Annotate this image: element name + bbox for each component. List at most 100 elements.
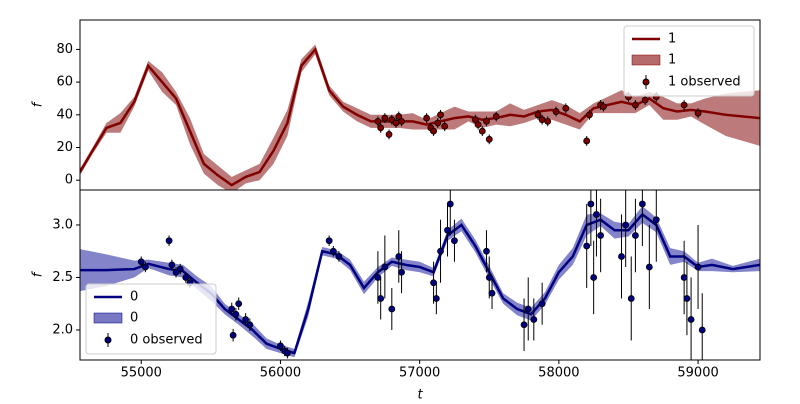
observed-point (377, 295, 385, 302)
observed-point (680, 274, 688, 281)
x-tick-label: 57000 (399, 366, 440, 381)
x-tick-label: 59000 (677, 366, 718, 381)
observed-point (552, 108, 560, 115)
observed-point (683, 295, 691, 302)
legend-patch (93, 312, 123, 324)
observed-point (632, 101, 639, 109)
observed-point (381, 263, 389, 271)
observed-point (587, 200, 595, 208)
legend-label: 1 observed (668, 75, 741, 90)
observed-point (137, 258, 145, 266)
observed-point (277, 342, 284, 350)
legend-label: 1 (668, 32, 676, 47)
y-axis-label: f (31, 270, 46, 277)
legend-box (85, 283, 217, 355)
confidence-band (80, 44, 760, 190)
y-axis-label: f (31, 100, 46, 107)
observed-point (483, 117, 490, 125)
y-tick-label: 3.0 (52, 217, 73, 232)
observed-point (395, 253, 403, 260)
observed-point (229, 331, 237, 339)
observed-point (242, 316, 250, 323)
observed-point (694, 263, 702, 271)
observed-point (680, 101, 688, 109)
observed-point (622, 221, 630, 229)
y-tick-label: 60 (56, 75, 73, 90)
legend-label: 0 observed (130, 333, 203, 348)
observed-point (632, 232, 639, 239)
observed-point (388, 305, 396, 313)
observed-point (381, 114, 389, 122)
observed-point (392, 119, 400, 127)
legend-patch (631, 54, 661, 66)
observed-point (530, 316, 538, 323)
observed-point (235, 300, 243, 308)
observed-point (583, 242, 591, 250)
observed-point (335, 253, 343, 260)
x-tick-label: 56000 (260, 366, 301, 381)
observed-point (444, 226, 451, 234)
observed-point (398, 268, 405, 276)
observed-point (474, 121, 482, 129)
observed-point (437, 111, 444, 119)
observed-point (451, 237, 458, 245)
observed-point (325, 237, 333, 245)
observed-point (182, 274, 190, 281)
observed-point (694, 109, 702, 117)
observed-point (599, 103, 607, 111)
observed-point (246, 321, 254, 329)
observed-point (168, 261, 176, 269)
observed-point (374, 274, 382, 281)
observed-point (586, 111, 593, 119)
x-tick-label: 58000 (538, 366, 579, 381)
x-tick-label: 55000 (121, 366, 162, 381)
observed-point (492, 113, 500, 120)
observed-point (583, 137, 591, 145)
observed-point (538, 300, 546, 308)
y-tick-label: 80 (56, 42, 73, 57)
observed-point (544, 117, 552, 125)
legend-label: 0 (130, 311, 138, 326)
observed-point (652, 216, 660, 224)
observed-point (641, 96, 649, 104)
observed-point (165, 237, 173, 245)
observed-point (485, 135, 493, 143)
observed-point (534, 111, 542, 119)
legend-label: 1 (668, 53, 676, 68)
y-tick-label: 2.0 (52, 322, 73, 337)
observed-point (488, 289, 496, 297)
observed-point (142, 263, 149, 271)
observed-point (483, 247, 490, 255)
observed-point (618, 253, 625, 260)
observed-point (423, 114, 431, 122)
observed-point (645, 263, 653, 271)
observed-point (385, 131, 393, 138)
observed-point (590, 274, 598, 281)
observed-point (593, 211, 600, 218)
observed-point (377, 124, 385, 132)
y-tick-label: 0 (65, 173, 73, 188)
observed-point (627, 295, 635, 302)
observed-point (432, 295, 440, 302)
observed-point (232, 310, 240, 318)
observed-point (520, 321, 528, 329)
observed-point (437, 247, 444, 255)
observed-point (687, 316, 695, 323)
plot-area (80, 190, 760, 360)
x-axis-label: t (417, 388, 423, 401)
observed-point (176, 265, 184, 273)
observed-point (538, 116, 546, 124)
plot-area (80, 44, 760, 190)
observed-point (430, 127, 437, 135)
observed-point (434, 119, 442, 127)
observed-point (398, 117, 405, 125)
observed-point (485, 274, 493, 281)
observed-point (329, 247, 337, 255)
observed-point (478, 127, 486, 135)
observed-point (597, 232, 605, 239)
observed-point (284, 349, 291, 357)
y-tick-label: 2.5 (52, 270, 73, 285)
legend-label: 0 (130, 290, 138, 305)
legend-box (623, 25, 755, 97)
